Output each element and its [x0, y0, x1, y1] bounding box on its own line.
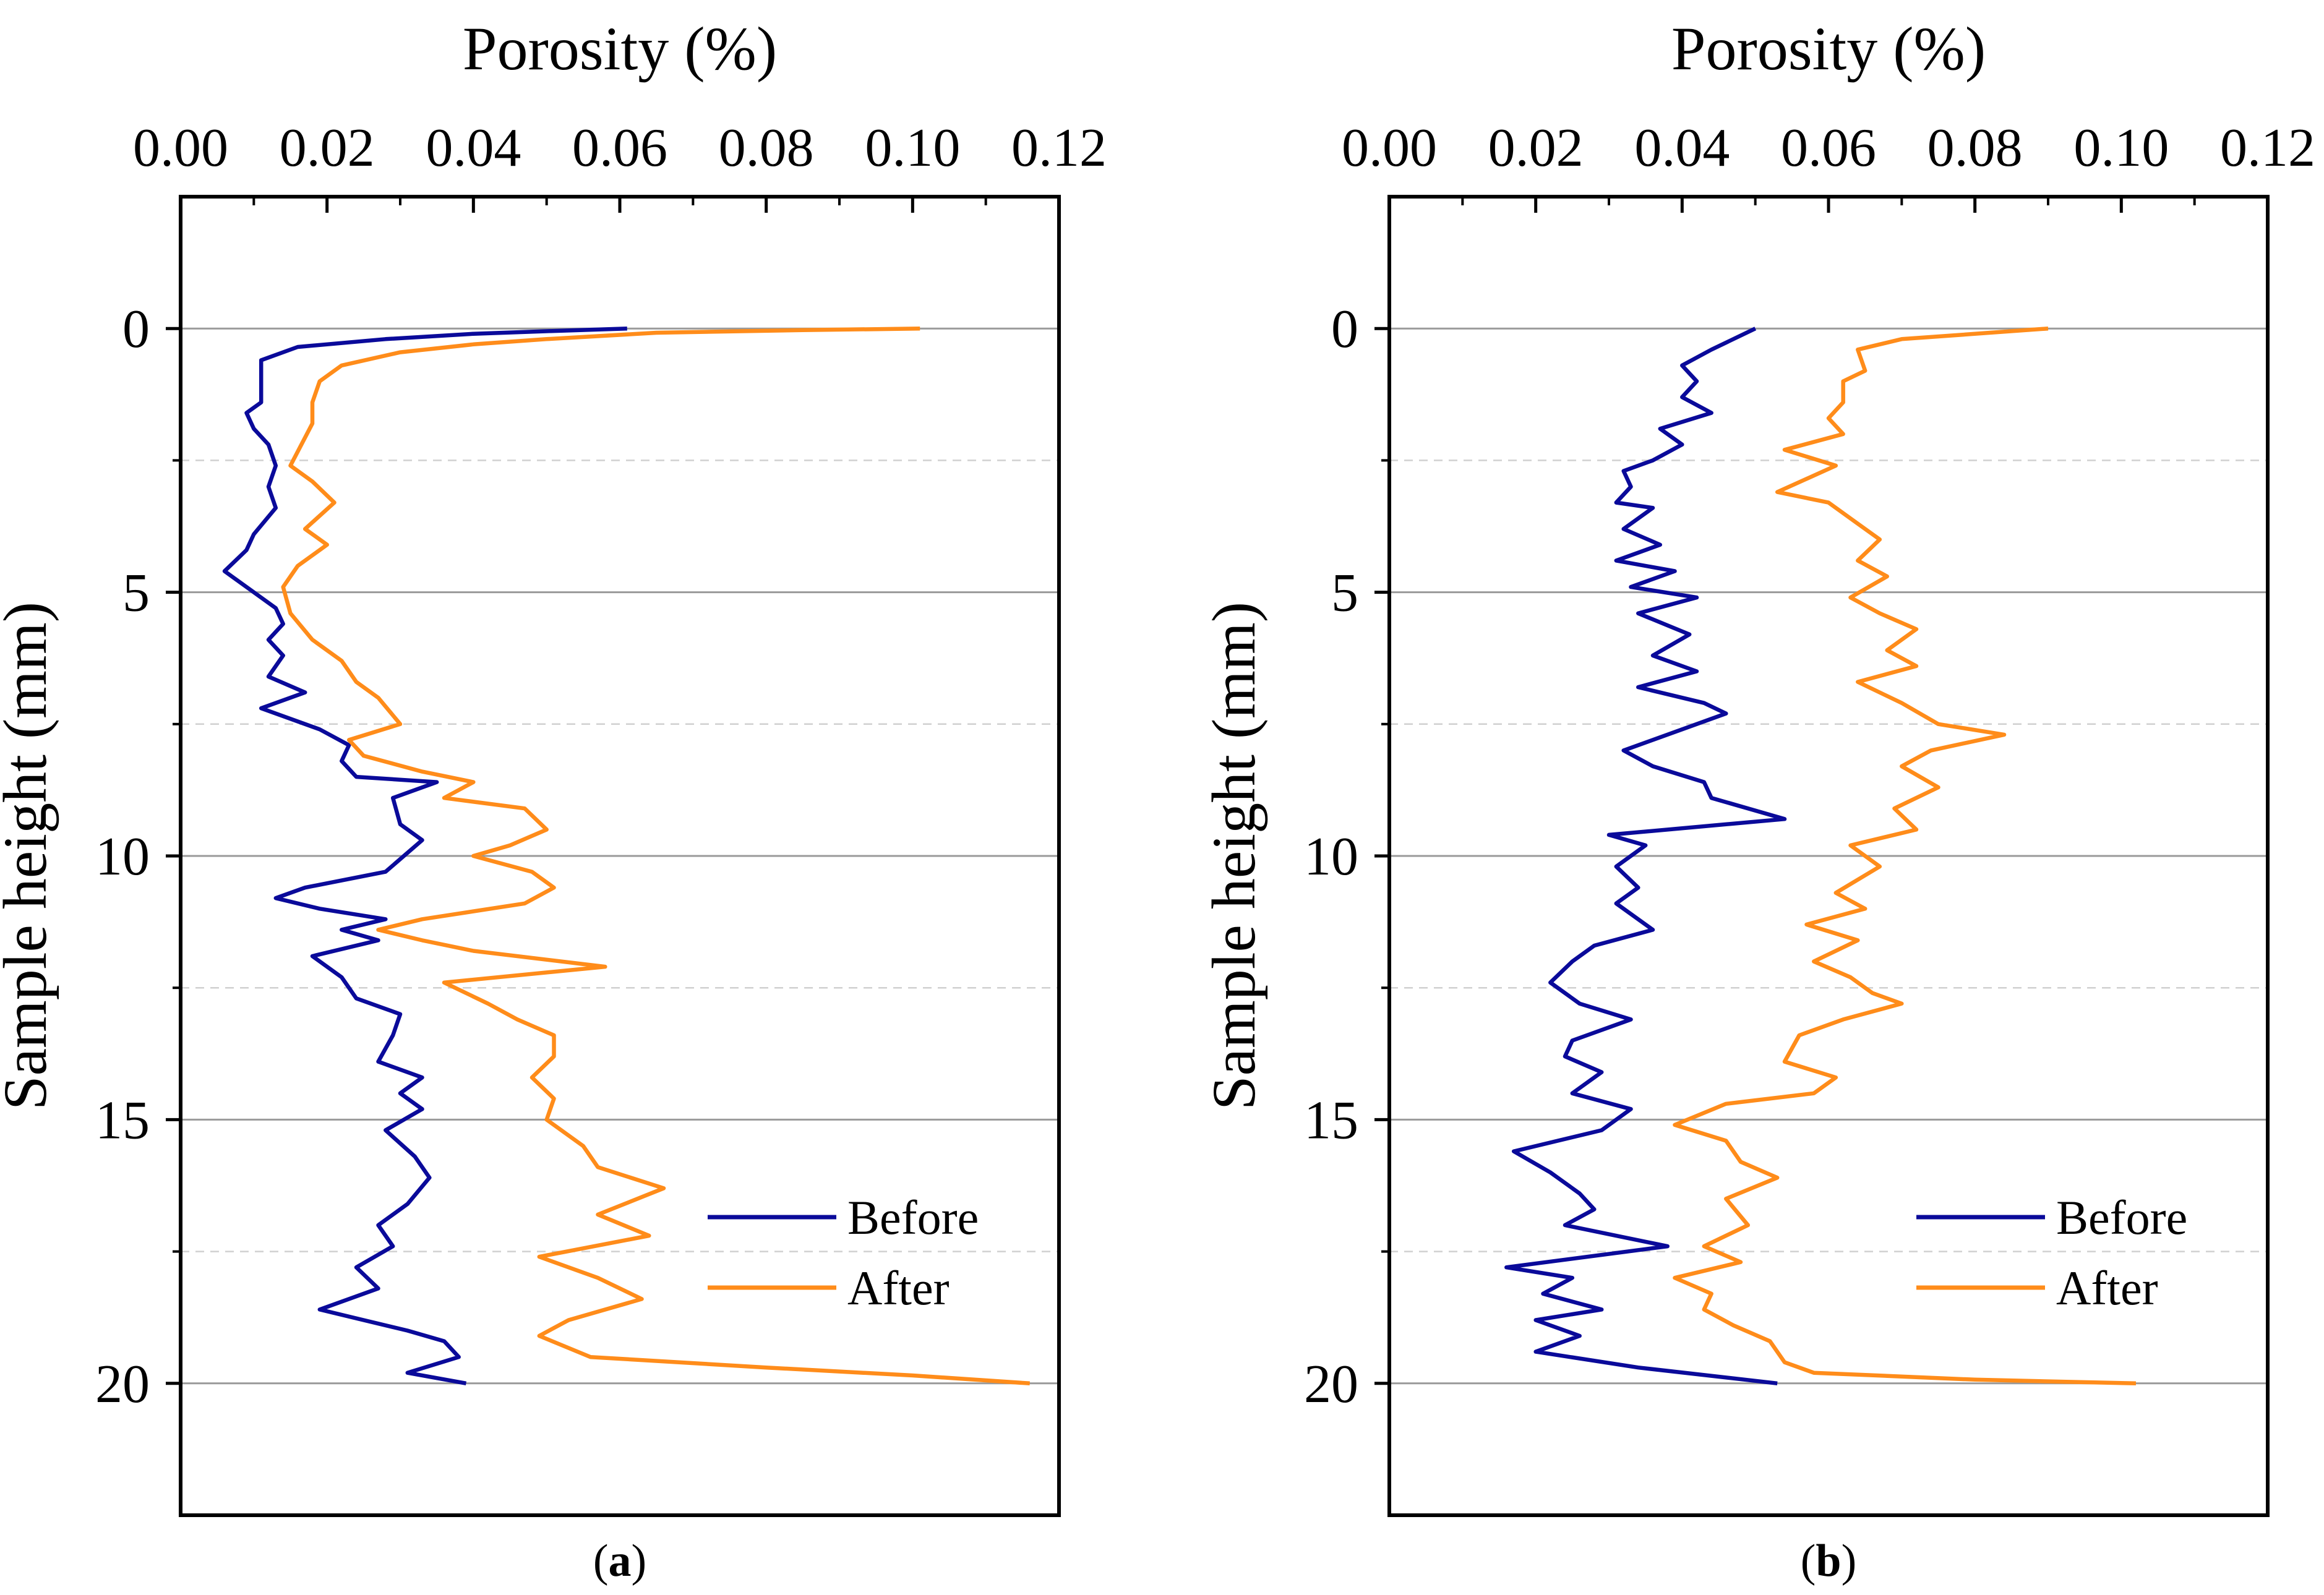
panel-b-y-tick-label: 0	[1331, 299, 1358, 359]
panel-b-x-tick-label: 0.12	[2220, 118, 2315, 178]
panel-a-y-axis-title: Sample height (mm)	[0, 602, 59, 1110]
panel-a-x-tick-label: 0.06	[572, 118, 667, 178]
panel-a-x-tick-label: 0.12	[1011, 118, 1107, 178]
panel-a-y-tick-label: 15	[95, 1090, 150, 1150]
panel-b-x-axis: 0.00 0.02 0.04 0.06 0.08 0.10 0.12	[1342, 118, 2315, 213]
panel-a-legend: Before After	[708, 1191, 979, 1315]
panel-b-legend: Before After	[1916, 1191, 2187, 1315]
panel-a-label-letter: a	[609, 1536, 632, 1586]
panel-a-y-tick-label: 5	[122, 563, 150, 623]
panel-b-x-tick-label: 0.00	[1342, 118, 1437, 178]
panel-a-x-tick-label: 0.02	[280, 118, 375, 178]
panel-a: 0.00 0.02 0.04 0.06 0.08 0.10 0.12 0 5 10 15 20 Po…	[0, 14, 1107, 1586]
panel-b: 0.00 0.02 0.04 0.06 0.08 0.10 0.12 0 5 10 15 20 Po…	[1199, 14, 2315, 1586]
panel-a-x-axis: 0.00 0.02 0.04 0.06 0.08 0.10 0.12	[133, 118, 1107, 213]
panel-b-legend-label-before: Before	[2056, 1191, 2187, 1244]
panel-a-y-tick-label: 0	[122, 299, 150, 359]
panel-a-y-tick-label: 20	[95, 1354, 150, 1414]
panel-a-gridlines	[181, 327, 1059, 1385]
panel-a-legend-label-after: After	[847, 1261, 950, 1315]
panel-b-label-letter: b	[1816, 1536, 1841, 1586]
panel-b-y-axis-title: Sample height (mm)	[1199, 602, 1268, 1110]
panel-a-x-axis-title: Porosity (%)	[463, 14, 777, 83]
panel-b-gridlines	[1389, 327, 2268, 1385]
panel-b-series-before-line	[1504, 327, 1787, 1386]
panel-b-y-axis: 0 5 10 15 20	[1304, 299, 1389, 1414]
panel-b-series-after-line	[1673, 326, 2137, 1386]
panel-a-series-before-line	[222, 326, 627, 1385]
panel-a-x-tick-label: 0.08	[719, 118, 814, 178]
panel-a-legend-label-before: Before	[847, 1191, 979, 1244]
panel-a-x-tick-label: 0.04	[426, 118, 521, 178]
panel-a-y-tick-label: 10	[95, 827, 150, 887]
panel-b-label: (b)	[1801, 1536, 1856, 1586]
panel-b-legend-label-after: After	[2056, 1261, 2158, 1315]
panel-b-x-tick-label: 0.04	[1634, 118, 1730, 178]
panel-b-y-tick-label: 5	[1331, 563, 1358, 623]
panel-a-label: (a)	[593, 1536, 646, 1586]
panel-a-series-after-line	[281, 326, 1030, 1386]
panel-a-y-axis: 0 5 10 15 20	[95, 299, 181, 1414]
panel-b-y-tick-label: 10	[1304, 827, 1358, 887]
panel-b-y-tick-label: 15	[1304, 1090, 1358, 1150]
panel-b-x-tick-label: 0.08	[1927, 118, 2023, 178]
panel-a-x-tick-label: 0.10	[865, 118, 960, 178]
panel-b-x-tick-label: 0.10	[2073, 118, 2169, 178]
panel-a-series	[222, 326, 1030, 1386]
panel-b-x-axis-title: Porosity (%)	[1671, 14, 1986, 83]
panel-a-x-tick-label: 0.00	[133, 118, 228, 178]
panel-b-series	[1504, 326, 2137, 1386]
panel-b-x-tick-label: 0.02	[1488, 118, 1584, 178]
panel-b-y-tick-label: 20	[1304, 1354, 1358, 1414]
panel-b-x-tick-label: 0.06	[1781, 118, 1876, 178]
